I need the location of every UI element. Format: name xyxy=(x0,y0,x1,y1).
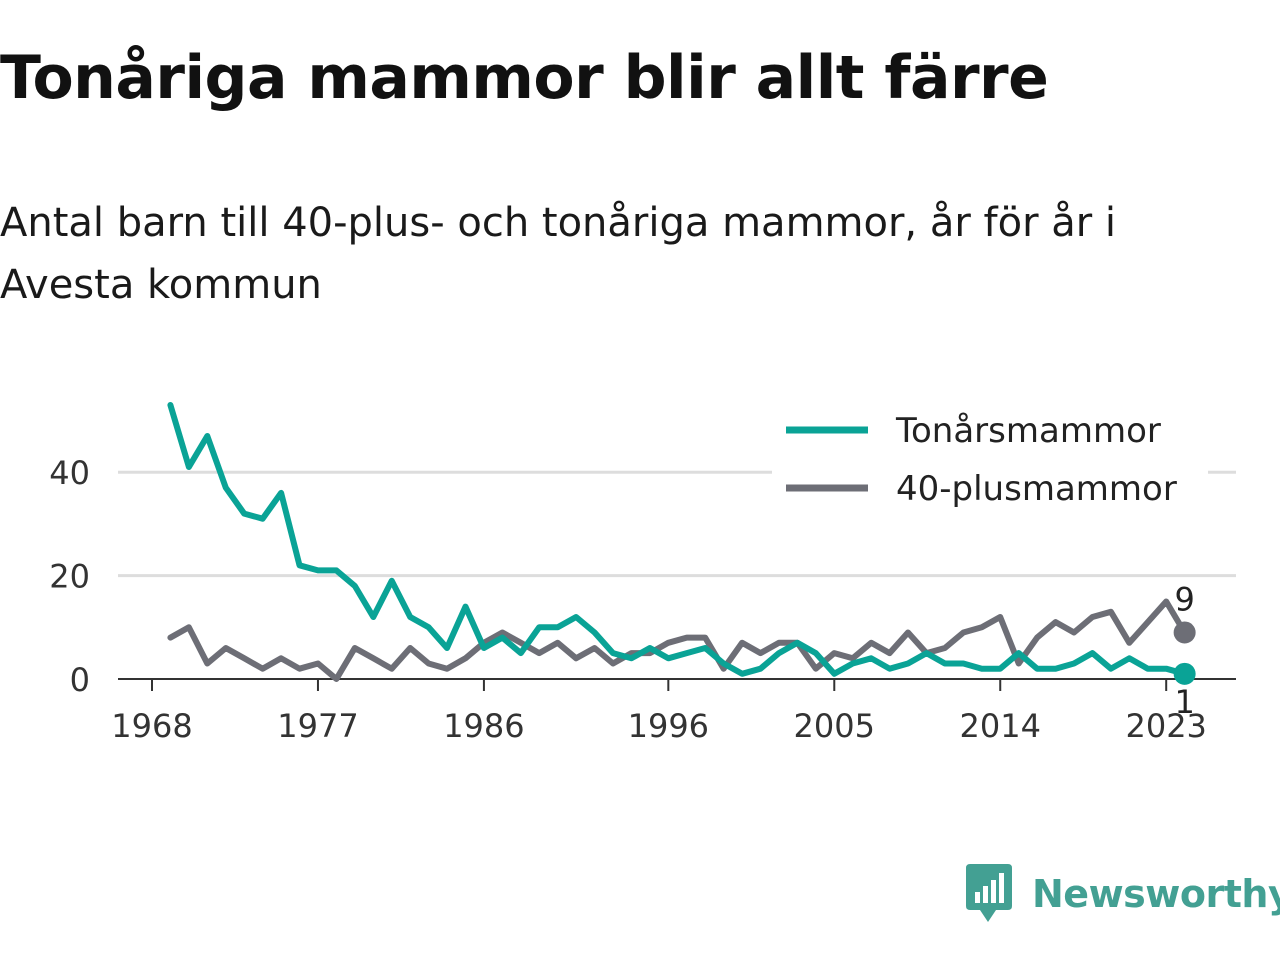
end-marker-40-plusmammor xyxy=(1173,621,1196,644)
y-tick-label: 0 xyxy=(70,661,90,699)
x-tick-label: 1996 xyxy=(628,707,709,745)
newsworthy-logo-icon xyxy=(966,864,1012,922)
legend-label: 40-plusmammor xyxy=(896,469,1177,509)
end-label-tonarsmammor: 1 xyxy=(1174,683,1194,721)
x-tick-label: 2014 xyxy=(960,707,1041,745)
x-tick-label: 1968 xyxy=(111,707,192,745)
series-line-tonarsmammor xyxy=(167,402,1188,677)
x-tick-label: 1986 xyxy=(443,707,524,745)
y-tick-label: 40 xyxy=(49,454,90,492)
end-marker-tonarsmammor xyxy=(1173,662,1196,685)
chart-title: Tonåriga mammor blir allt färre xyxy=(0,43,1049,113)
x-tick-label: 2023 xyxy=(1125,707,1206,745)
legend-background xyxy=(772,404,1208,524)
x-tick-label: 2005 xyxy=(794,707,875,745)
newsworthy-brand: Newsworthy xyxy=(964,864,1280,924)
chart-subtitle: Antal barn till 40-plus- och tonåriga ma… xyxy=(0,200,1117,308)
brand-name: Newsworthy xyxy=(1032,872,1280,916)
y-tick-label: 20 xyxy=(49,558,90,596)
legend-label: Tonårsmammor xyxy=(895,411,1161,451)
end-label-40-plusmammor: 9 xyxy=(1174,580,1194,618)
x-tick-label: 1977 xyxy=(277,707,358,745)
